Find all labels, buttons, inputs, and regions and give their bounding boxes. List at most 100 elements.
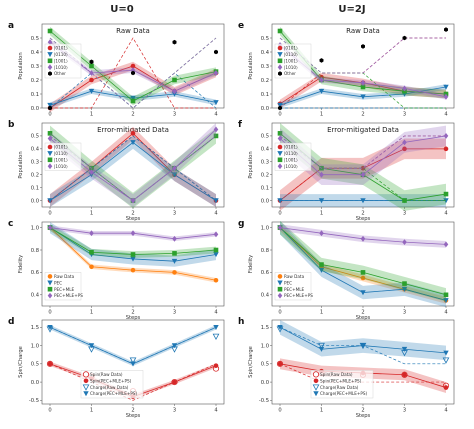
y-tick-label: 0.1 <box>31 92 39 98</box>
data-point <box>277 361 283 367</box>
data-point <box>130 361 136 367</box>
panel-a: a Raw Data 0.0 0.1 0.2 0.3 0.4 0.5 0 1 2 3 4 Populati… <box>8 21 225 118</box>
data-point <box>212 333 220 340</box>
data-point <box>360 235 366 242</box>
y-tick-label: 0.2 <box>31 172 39 178</box>
data-point <box>47 28 53 34</box>
legend-label: Other <box>54 71 66 76</box>
y-tick-label: 0.0 <box>261 198 269 204</box>
y-tick-label: 0.4 <box>261 50 270 56</box>
x-tick-label: 2 <box>361 211 364 217</box>
y-tick-label: 0.8 <box>261 248 269 254</box>
data-point <box>442 357 450 364</box>
panel-b: b Error-mitigated Data 0.0 0.1 0.2 0.3 0.4 0.5 0… <box>8 120 225 222</box>
data-point <box>130 140 136 146</box>
data-point <box>171 172 178 178</box>
y-tick-label: 0.5 <box>261 362 269 368</box>
y-tick-label: 0.2 <box>31 78 39 84</box>
legend: Spin(Raw Data)Spin(PEC+MLE+PS) Charge(Raw… <box>80 370 144 399</box>
data-point <box>443 84 449 90</box>
legend-marker <box>277 151 283 157</box>
data-point <box>213 198 219 204</box>
panel-title: Error-mitigated Data <box>327 126 399 134</box>
legend-marker <box>48 71 52 76</box>
data-point <box>278 105 282 111</box>
data-point <box>172 77 177 83</box>
legend-label: |1010⟩ <box>284 164 298 169</box>
data-point <box>319 171 324 178</box>
series-3 <box>47 224 219 242</box>
legend-marker <box>313 378 319 384</box>
data-point <box>319 58 324 63</box>
data-point <box>213 231 219 238</box>
x-tick-label: 2 <box>131 211 134 217</box>
legend-label: PEC <box>284 280 292 285</box>
data-point <box>47 39 53 46</box>
x-axis-label: Steps <box>126 413 141 419</box>
data-point <box>360 79 366 86</box>
legend-box <box>80 370 144 399</box>
panel-f: f Error-mitigated Data 0.0 0.1 0.2 0.3 0.4 0.5 0… <box>238 120 455 222</box>
data-point <box>444 27 448 32</box>
data-point <box>47 131 53 136</box>
legend-marker <box>277 157 283 163</box>
x-tick-label: 3 <box>173 310 176 316</box>
y-tick-label: 0.6 <box>261 270 269 276</box>
y-tick-label: 0.1 <box>261 185 269 191</box>
data-point <box>402 139 407 146</box>
data-point <box>130 256 136 262</box>
legend-marker <box>82 371 90 378</box>
legend-marker <box>47 52 53 58</box>
data-point <box>360 94 366 100</box>
data-point <box>443 292 449 298</box>
y-tick-label: 0.5 <box>31 36 39 42</box>
legend-label: PEC <box>54 280 62 285</box>
panel-label: c <box>8 219 13 229</box>
data-point <box>402 198 407 203</box>
x-tick-label: 2 <box>131 310 134 316</box>
data-point <box>89 264 94 270</box>
data-point <box>360 270 366 275</box>
x-tick-label: 3 <box>403 112 406 118</box>
x-tick-label: 3 <box>403 310 406 316</box>
y-tick-label: 0.4 <box>31 293 40 299</box>
data-point <box>89 70 94 76</box>
x-tick-label: 2 <box>361 112 364 118</box>
legend-marker <box>312 371 320 378</box>
legend-marker <box>277 286 283 292</box>
data-point <box>130 131 136 136</box>
legend-label: Raw Data <box>284 274 305 279</box>
data-point <box>277 135 283 142</box>
series-2 <box>46 326 220 364</box>
x-tick-label: 2 <box>131 408 134 414</box>
x-tick-label: 1 <box>320 112 323 118</box>
x-tick-label: 0 <box>278 310 281 316</box>
data-point <box>89 77 94 83</box>
ideal-line <box>49 72 217 109</box>
legend-label: |0101⟩ <box>284 46 298 51</box>
data-point <box>213 277 219 283</box>
data-point <box>361 44 365 49</box>
legend-marker <box>47 274 53 279</box>
legend: |0101⟩|0110⟩|1001⟩ |1010⟩Other <box>44 43 82 79</box>
y-tick-label: 0.2 <box>261 172 269 178</box>
series-4 <box>48 39 218 111</box>
data-point <box>443 198 449 204</box>
x-tick-label: 4 <box>444 310 448 316</box>
data-point <box>277 224 283 231</box>
x-tick-label: 1 <box>320 310 323 316</box>
y-tick-label: 0.1 <box>31 185 39 191</box>
x-axis-label: Steps <box>356 413 371 419</box>
legend-marker <box>278 71 282 76</box>
x-tick-label: 4 <box>444 112 448 118</box>
legend-marker <box>277 58 283 64</box>
data-point <box>318 346 325 352</box>
data-point <box>171 91 178 97</box>
legend: Spin(Raw Data)Spin(PEC+MLE+PS) Charge(Raw… <box>310 370 374 399</box>
x-axis-label: Steps <box>356 315 371 321</box>
data-point <box>277 131 283 136</box>
legend-label: |1010⟩ <box>54 164 68 169</box>
legend-marker <box>277 274 283 279</box>
data-point <box>277 102 283 108</box>
